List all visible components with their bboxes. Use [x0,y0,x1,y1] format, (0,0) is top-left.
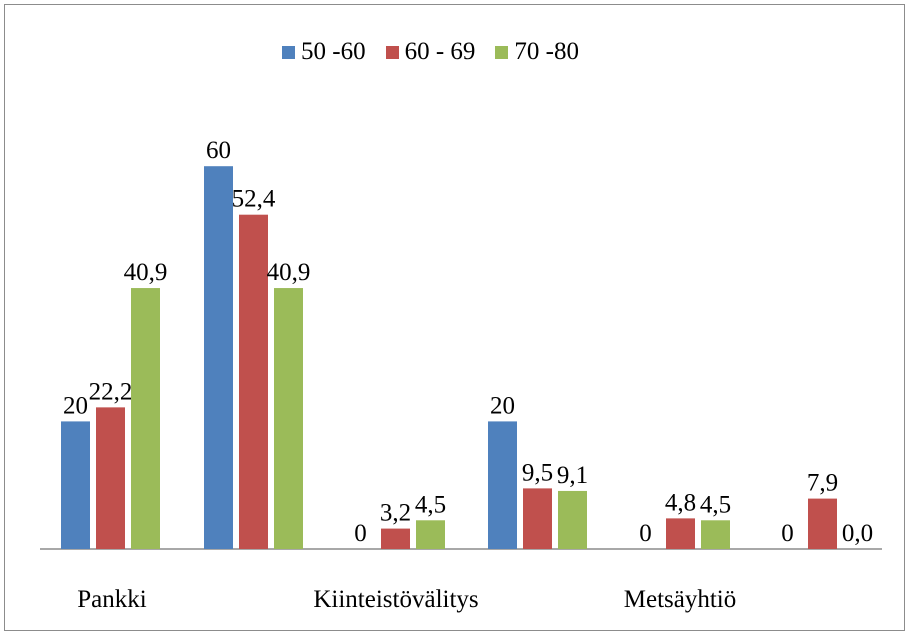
bar-series-2-group-4 [523,488,552,549]
data-label-series-3-group-5: 4,5 [700,491,731,518]
bar-series-3-group-1 [131,288,160,549]
bar-series-1-group-4 [488,421,517,549]
category-label-1: Pankki [77,586,147,613]
data-label-series-2-group-1: 22,2 [89,378,133,405]
bar-series-2-group-2 [239,214,268,550]
bar-series-1-group-2 [204,166,233,549]
category-label-3: Kiinteistövälitys [313,586,478,613]
legend-label-series-2: 60 - 69 [404,38,476,65]
data-label-series-3-group-4: 9,1 [557,462,588,489]
legend-swatch-series-2 [385,45,399,59]
legend-label-series-3: 70 -80 [514,38,579,65]
legend-label-series-1: 50 -60 [301,38,366,65]
data-label-series-3-group-3: 4,5 [415,491,446,518]
legend-swatch-series-3 [495,45,509,59]
bar-series-3-group-3 [416,520,445,549]
data-label-series-2-group-5: 4,8 [665,489,696,516]
category-label-5: Metsäyhtiö [624,586,737,613]
data-label-series-1-group-3: 0 [354,520,367,547]
bar-series-2-group-5 [666,518,695,549]
data-label-series-2-group-6: 7,9 [807,470,838,497]
bar-series-2-group-1 [96,407,125,549]
bar-series-2-group-6 [808,498,837,549]
legend-item-series-1: 50 -60 [282,38,366,66]
data-label-series-3-group-2: 40,9 [267,259,311,286]
data-label-series-1-group-4: 20 [490,392,515,419]
bar-series-3-group-4 [558,490,587,549]
data-label-series-1-group-5: 0 [639,520,652,547]
legend-item-series-2: 60 - 69 [385,38,476,66]
data-label-series-3-group-1: 40,9 [124,259,168,286]
bar-series-2-group-3 [381,528,410,549]
data-label-series-1-group-2: 60 [206,137,231,164]
data-label-series-1-group-6: 0 [781,520,794,547]
data-label-series-1-group-1: 20 [63,392,88,419]
data-label-series-2-group-2: 52,4 [232,186,276,213]
legend-swatch-series-1 [282,45,295,59]
data-label-series-2-group-3: 3,2 [380,500,411,527]
bar-series-1-group-1 [61,421,90,549]
bar-series-3-group-5 [701,520,730,549]
data-label-series-2-group-4: 9,5 [522,459,553,486]
legend-item-series-3: 70 -80 [495,38,579,66]
bar-series-3-group-2 [274,288,303,549]
data-label-series-3-group-6: 0,0 [842,520,873,547]
legend: 50 -60 60 - 69 70 -80 [282,38,599,66]
